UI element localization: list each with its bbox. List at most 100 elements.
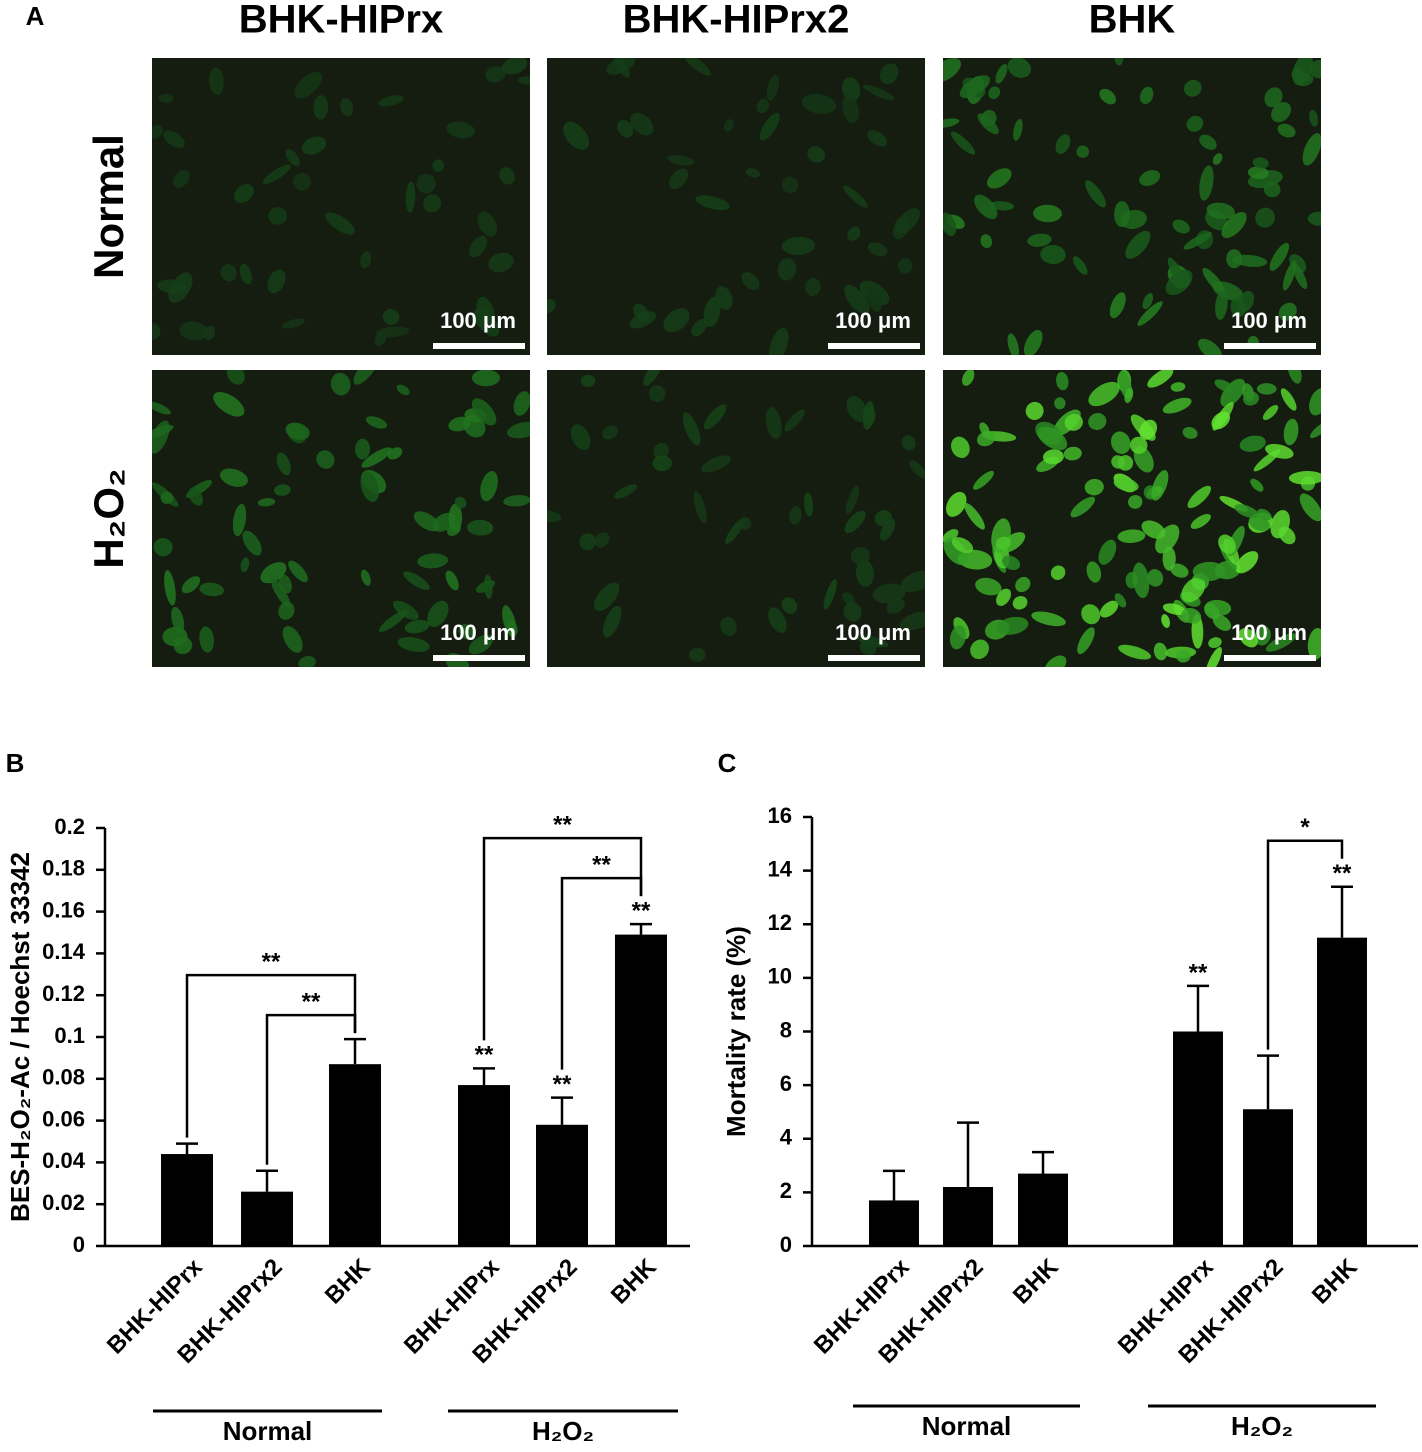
bracket <box>482 836 643 1041</box>
cell <box>181 576 201 594</box>
cell <box>995 64 1008 84</box>
micrograph <box>152 370 530 667</box>
cell <box>964 502 985 530</box>
bar <box>161 1154 213 1246</box>
cell <box>781 236 816 256</box>
cell <box>872 583 906 604</box>
y-axis-label: BES-H₂O₂-Ac / Hoechst 33342 <box>5 852 35 1222</box>
cell <box>629 311 656 329</box>
cell <box>1278 526 1296 545</box>
cell <box>446 121 476 139</box>
cell <box>1239 435 1266 452</box>
panel-label: C <box>718 748 737 778</box>
cell <box>506 421 530 439</box>
cell <box>1162 603 1186 615</box>
bar <box>1173 1031 1223 1246</box>
cell <box>1023 329 1043 355</box>
y-tick-label: 0.02 <box>42 1190 85 1215</box>
cell <box>1110 431 1131 454</box>
group-label: Normal <box>223 1416 313 1446</box>
cell <box>294 71 323 99</box>
cell <box>879 63 899 85</box>
cell <box>844 284 870 315</box>
cell <box>447 523 461 536</box>
cell <box>1125 230 1151 259</box>
bar <box>615 934 667 1246</box>
cell <box>1118 644 1152 660</box>
cell <box>943 58 962 83</box>
cell <box>1271 102 1292 123</box>
cell <box>168 272 193 303</box>
cell <box>1147 370 1174 388</box>
cell <box>501 58 528 75</box>
cell <box>1263 181 1281 198</box>
cell <box>1221 211 1247 239</box>
cell <box>382 309 400 326</box>
significance-label: ** <box>1333 860 1352 887</box>
cell <box>1255 207 1275 228</box>
cell <box>220 263 237 282</box>
cell <box>1204 599 1232 616</box>
cell <box>1151 470 1169 501</box>
cell <box>1117 529 1146 544</box>
cell <box>593 582 620 612</box>
cell <box>950 131 976 155</box>
cell <box>1214 379 1234 392</box>
cell <box>517 76 530 85</box>
cell <box>862 400 875 430</box>
cell <box>1072 256 1088 275</box>
cell <box>477 211 498 237</box>
y-tick-label: 0 <box>780 1232 792 1257</box>
cell <box>693 491 707 524</box>
cell <box>1183 232 1212 250</box>
cell <box>1113 477 1139 492</box>
cell <box>1099 88 1117 105</box>
cell <box>804 492 814 517</box>
cell <box>1063 446 1082 461</box>
cell <box>867 130 888 147</box>
cell <box>1280 388 1297 411</box>
cell <box>298 655 316 667</box>
cell <box>703 296 721 328</box>
cell <box>1037 426 1068 451</box>
cell <box>970 639 989 660</box>
x-tick-label: BHK <box>1307 1253 1363 1309</box>
cell <box>842 94 859 124</box>
cell <box>1081 604 1101 625</box>
cell <box>995 536 1011 550</box>
cell <box>242 530 262 556</box>
cell <box>404 619 430 634</box>
cell <box>1182 427 1198 439</box>
cell <box>689 647 706 662</box>
cell <box>781 176 799 194</box>
cell <box>1199 134 1217 150</box>
cell <box>262 164 292 184</box>
cell <box>843 602 862 622</box>
cell <box>325 212 355 235</box>
group-label: Normal <box>922 1411 1012 1441</box>
y-tick-label: 16 <box>768 803 792 828</box>
cell <box>173 169 190 188</box>
cell <box>423 194 442 213</box>
cell <box>886 598 905 614</box>
cell <box>652 455 673 472</box>
cell <box>1114 200 1130 228</box>
cell <box>850 546 870 565</box>
bar <box>329 1064 381 1246</box>
cell <box>1033 204 1063 223</box>
cell <box>1142 293 1154 310</box>
cell <box>360 569 371 586</box>
cell <box>1161 614 1170 628</box>
bar <box>943 1187 993 1246</box>
cell <box>1162 546 1176 571</box>
cell <box>756 98 770 114</box>
cell <box>1007 58 1031 78</box>
cell <box>602 605 622 638</box>
cell <box>1139 170 1161 186</box>
cell <box>703 404 727 430</box>
cell <box>901 435 916 451</box>
cell <box>480 471 498 502</box>
cell <box>313 95 329 120</box>
cell <box>397 637 430 652</box>
cell <box>1287 370 1302 384</box>
